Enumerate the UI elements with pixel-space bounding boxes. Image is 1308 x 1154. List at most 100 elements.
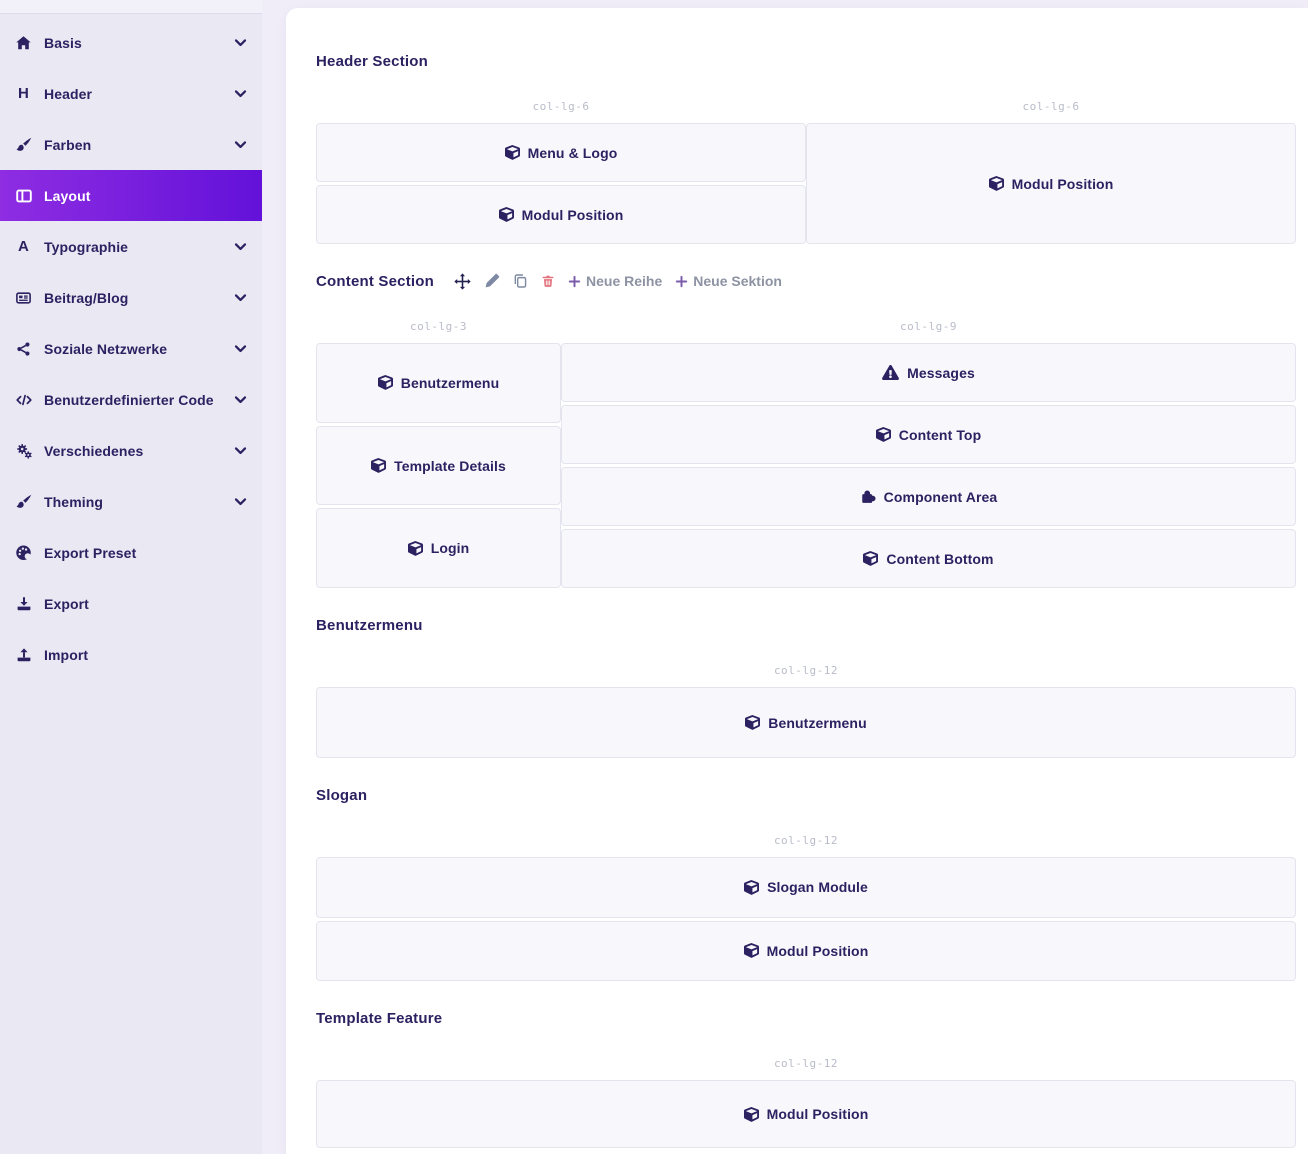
cube-icon — [743, 1106, 759, 1122]
cube-icon — [863, 551, 879, 566]
sidebar-item-typographie[interactable]: A Typographie — [0, 221, 262, 272]
sidebar-item-verschiedenes[interactable]: Verschiedenes — [0, 425, 262, 476]
sidebar-top-divider — [0, 0, 262, 14]
module-messages[interactable]: Messages — [561, 343, 1296, 402]
module-content-bottom[interactable]: Content Bottom — [561, 529, 1296, 588]
cube-icon — [745, 715, 761, 730]
sidebar-item-label: Soziale Netzwerke — [44, 340, 168, 357]
sidebar-item-export[interactable]: Export — [0, 578, 262, 629]
module-label: Modul Position — [521, 206, 624, 223]
layout-column: Menu & Logo Modul Position — [316, 123, 806, 244]
pencil-icon — [485, 273, 500, 288]
module-label: Content Bottom — [886, 550, 994, 567]
section-slogan: Slogan col-lg-12 Slogan Module Modul Positi… — [316, 785, 1296, 981]
layout-column: Modul Position — [806, 123, 1296, 244]
cube-icon — [743, 943, 759, 959]
section-grid: Slogan Module Modul Position — [316, 857, 1296, 981]
column-size-labels: col-lg-12 — [316, 834, 1296, 847]
module-modul-position[interactable]: Modul Position — [806, 123, 1296, 244]
chevron-down-icon — [233, 341, 248, 356]
chevron-down-icon — [233, 86, 248, 101]
module-modul-position[interactable]: Modul Position — [316, 920, 1296, 981]
column-size-label: col-lg-12 — [773, 664, 839, 677]
column-size-label: col-lg-3 — [410, 320, 467, 333]
section-template-feature: Template Feature col-lg-12 Modul Position — [316, 1008, 1296, 1148]
layout-column: Benutzermenu Template Details Login — [316, 343, 561, 589]
section-title: Template Feature — [316, 1009, 443, 1027]
sidebar-item-layout[interactable]: Layout — [0, 170, 262, 221]
sidebar-item-beitrag-blog[interactable]: Beitrag/Blog — [0, 272, 262, 323]
module-component-area[interactable]: Component Area — [561, 467, 1296, 526]
columns-icon — [13, 187, 34, 205]
sidebar-item-basis[interactable]: Basis — [0, 17, 262, 68]
sidebar-item-theming[interactable]: Theming — [0, 476, 262, 527]
module-slogan-module[interactable]: Slogan Module — [316, 857, 1296, 918]
module-modul-position[interactable]: Modul Position — [316, 185, 806, 244]
module-label: Messages — [907, 364, 975, 381]
column-size-label: col-lg-12 — [773, 1057, 839, 1070]
cube-icon — [744, 879, 760, 895]
cube-icon — [504, 145, 520, 160]
sidebar-item-label: Header — [44, 85, 93, 102]
duplicate-section-button[interactable] — [513, 273, 528, 289]
section-title: Header Section — [316, 52, 429, 70]
add-section-button[interactable]: Neue Sektion — [675, 273, 782, 289]
sidebar-item-soziale-netzwerke[interactable]: Soziale Netzwerke — [0, 323, 262, 374]
module-template-details[interactable]: Template Details — [316, 425, 561, 506]
font-icon: A — [18, 238, 29, 255]
sidebar-item-import[interactable]: Import — [0, 629, 262, 680]
chevron-down-icon — [233, 392, 248, 407]
layout-column: Slogan Module Modul Position — [316, 857, 1296, 981]
section-title: Slogan — [316, 786, 368, 804]
section-benutzermenu: Benutzermenu col-lg-12 Benutzermenu — [316, 615, 1296, 758]
cube-icon — [371, 458, 387, 473]
module-benutzermenu[interactable]: Benutzermenu — [316, 687, 1296, 758]
sidebar-item-label: Typographie — [44, 238, 129, 255]
sidebar-item-label: Import — [44, 646, 89, 663]
brush-icon — [13, 493, 34, 511]
add-row-button[interactable]: Neue Reihe — [568, 273, 662, 289]
brush-icon — [13, 136, 34, 154]
chevron-down-icon — [233, 443, 248, 458]
cogs-icon — [13, 442, 34, 460]
section-content-section: Content Section Neue Reihe Neue Sektion col… — [316, 271, 1296, 589]
module-label: Modul Position — [766, 942, 869, 959]
module-benutzermenu[interactable]: Benutzermenu — [316, 343, 561, 423]
delete-section-button[interactable] — [541, 273, 555, 289]
module-content-top[interactable]: Content Top — [561, 405, 1296, 464]
sidebar-item-header[interactable]: H Header — [0, 68, 262, 119]
module-login[interactable]: Login — [316, 508, 561, 589]
download-icon — [13, 595, 34, 613]
module-modul-position[interactable]: Modul Position — [316, 1080, 1296, 1148]
column-size-label: col-lg-9 — [900, 320, 957, 333]
move-icon — [454, 272, 471, 290]
chevron-down-icon — [233, 290, 248, 305]
layout-builder-panel: Header Section col-lg-6 col-lg-6 Menu & Log… — [286, 8, 1308, 1154]
sidebar-item-export-preset[interactable]: Export Preset — [0, 527, 262, 578]
sidebar: Basis H Header Farben Layout A Typographie Beit… — [0, 0, 262, 1154]
column-size-label: col-lg-6 — [1022, 100, 1080, 113]
edit-section-button[interactable] — [484, 273, 500, 289]
section-toolbar: Neue Reihe Neue Sektion — [454, 272, 782, 290]
sidebar-item-benutzerdefinierter-code[interactable]: Benutzerdefinierter Code — [0, 374, 262, 425]
sidebar-item-farben[interactable]: Farben — [0, 119, 262, 170]
module-menu-logo[interactable]: Menu & Logo — [316, 123, 806, 182]
module-label: Component Area — [883, 488, 998, 505]
section-header-section: Header Section col-lg-6 col-lg-6 Menu & Log… — [316, 51, 1296, 244]
add-section-button-label: Neue Sektion — [693, 273, 782, 289]
chevron-down-icon — [233, 494, 248, 509]
heading-icon: H — [18, 85, 29, 102]
home-icon — [13, 34, 34, 52]
column-size-labels: col-lg-3 col-lg-9 — [316, 320, 1296, 333]
module-label: Login — [430, 540, 470, 557]
module-label: Benutzermenu — [768, 714, 867, 731]
layout-column: Messages Content Top Component Area Content… — [561, 343, 1296, 588]
add-row-button-label: Neue Reihe — [586, 273, 663, 289]
sidebar-item-label: Export Preset — [44, 544, 137, 561]
sidebar-item-label: Farben — [44, 136, 92, 153]
move-section-button[interactable] — [454, 272, 471, 290]
module-label: Content Top — [898, 426, 982, 443]
cube-icon — [498, 207, 514, 222]
sidebar-item-label: Basis — [44, 34, 82, 51]
